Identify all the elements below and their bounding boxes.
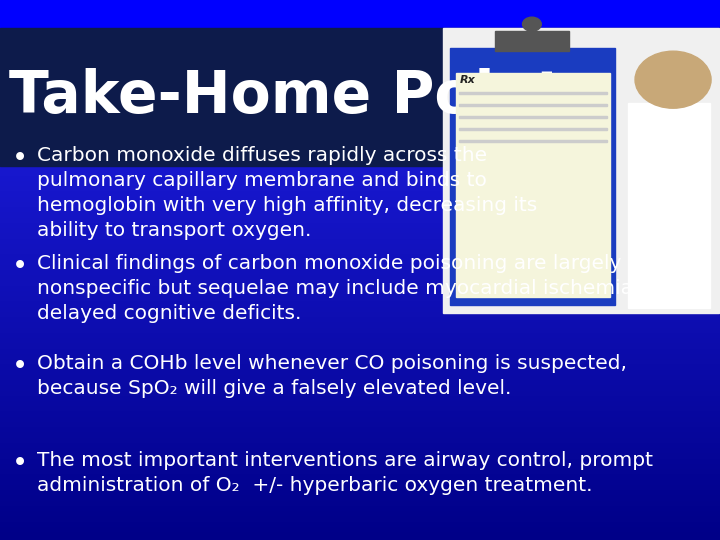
Text: •: • xyxy=(12,354,28,380)
Text: Clinical findings of carbon monoxide poisoning are largely
nonspecific but seque: Clinical findings of carbon monoxide poi… xyxy=(37,254,678,323)
Bar xyxy=(628,103,711,308)
Bar xyxy=(450,49,616,305)
Bar xyxy=(459,128,607,130)
Bar xyxy=(495,31,569,51)
Bar xyxy=(459,116,607,118)
Bar xyxy=(0,28,720,166)
Text: •: • xyxy=(12,146,28,172)
Text: Obtain a COHb level whenever CO poisoning is suspected,
because SpO₂ will give a: Obtain a COHb level whenever CO poisonin… xyxy=(37,354,627,397)
Bar xyxy=(459,92,607,94)
Circle shape xyxy=(635,51,711,108)
Bar xyxy=(459,140,607,142)
Bar xyxy=(456,73,610,297)
Bar xyxy=(0,0,720,28)
Text: The most important interventions are airway control, prompt
administration of O₂: The most important interventions are air… xyxy=(37,451,654,495)
Text: Carbon monoxide diffuses rapidly across the
pulmonary capillary membrane and bin: Carbon monoxide diffuses rapidly across … xyxy=(37,146,538,240)
Text: Rx: Rx xyxy=(459,76,475,85)
Text: •: • xyxy=(12,451,28,477)
Circle shape xyxy=(523,17,541,31)
Bar xyxy=(459,104,607,106)
Text: •: • xyxy=(12,254,28,280)
Text: Take-Home Points: Take-Home Points xyxy=(9,69,598,125)
Bar xyxy=(443,28,719,313)
